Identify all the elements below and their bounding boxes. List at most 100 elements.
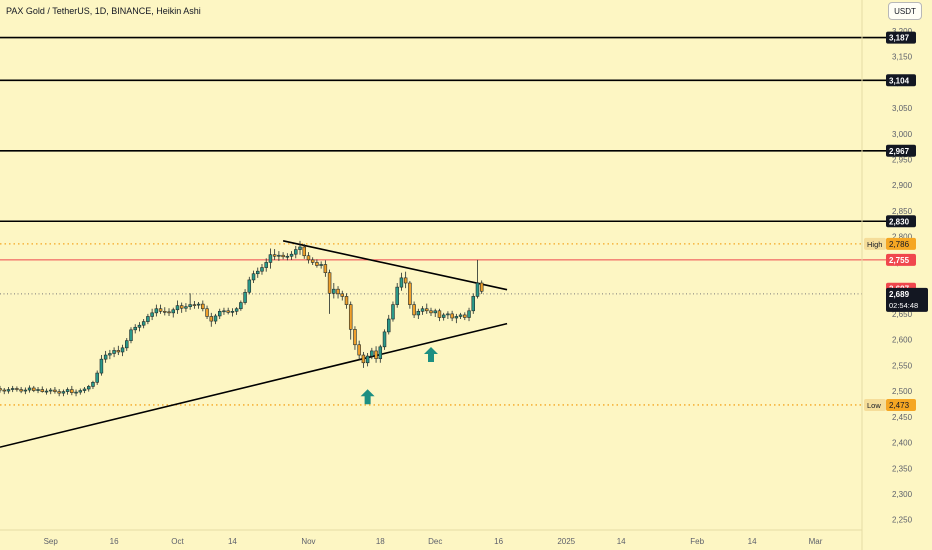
candle[interactable] [188,293,192,310]
trend-line-lower[interactable] [0,322,508,448]
candle[interactable] [315,259,319,268]
candle[interactable] [234,307,239,315]
candle[interactable] [171,307,175,318]
candle[interactable] [391,301,395,322]
candle[interactable] [416,308,421,320]
candle[interactable] [399,272,404,291]
candle[interactable] [251,270,256,284]
candle[interactable] [454,313,459,324]
candle[interactable] [264,258,268,272]
candle[interactable] [467,307,471,322]
candle[interactable] [27,385,32,393]
candle[interactable] [268,248,273,269]
trend-line-upper[interactable] [282,240,508,291]
candle[interactable] [365,352,370,367]
candle[interactable] [458,312,463,320]
candle[interactable] [74,389,78,397]
candle[interactable] [125,338,129,351]
candle[interactable] [112,347,116,358]
candle[interactable] [319,261,323,269]
candle[interactable] [382,329,387,350]
candle[interactable] [213,313,218,325]
candle[interactable] [78,388,83,395]
candle[interactable] [226,307,230,315]
candle[interactable] [158,304,163,314]
candle[interactable] [294,245,298,259]
candle[interactable] [201,300,205,312]
candle[interactable] [323,260,328,277]
candle[interactable] [99,355,104,376]
candle[interactable] [408,280,412,309]
candle[interactable] [179,302,184,313]
candle[interactable] [441,312,446,321]
candle[interactable] [433,308,437,317]
candle[interactable] [48,387,53,395]
candle[interactable] [403,271,408,289]
candle[interactable] [437,308,442,322]
candle[interactable] [15,386,19,392]
candle[interactable] [353,326,357,350]
candle[interactable] [230,308,235,317]
candle[interactable] [95,370,99,385]
candle[interactable] [306,252,311,264]
candle[interactable] [196,302,201,309]
candle[interactable] [154,304,159,317]
candle[interactable] [285,253,290,261]
candle[interactable] [361,351,366,368]
candle[interactable] [348,301,353,340]
candle[interactable] [272,249,277,260]
candle[interactable] [36,386,40,394]
candle[interactable] [425,303,429,314]
candle[interactable] [19,386,23,394]
candle[interactable] [277,251,281,261]
candle[interactable] [387,314,391,335]
candle[interactable] [86,384,91,392]
candle[interactable] [103,350,108,363]
candle[interactable] [357,340,361,361]
candle[interactable] [65,387,70,395]
candle[interactable] [82,386,87,394]
candle[interactable] [175,300,180,314]
candle[interactable] [217,308,222,320]
candle[interactable] [327,269,332,314]
candle[interactable] [479,280,484,294]
candle[interactable] [32,385,36,393]
candle[interactable] [310,257,315,265]
candle[interactable] [340,290,345,301]
candle[interactable] [10,385,15,393]
candle[interactable] [163,307,167,316]
candle[interactable] [222,307,226,315]
candle[interactable] [141,319,146,329]
candle[interactable] [23,387,28,395]
candle[interactable] [2,387,6,395]
candle[interactable] [57,389,61,397]
candle[interactable] [53,386,57,394]
candle[interactable] [471,293,475,314]
candle[interactable] [0,385,2,393]
candle[interactable] [239,300,243,311]
candle[interactable] [332,283,336,299]
candle[interactable] [150,308,154,321]
candle[interactable] [420,306,425,315]
candle[interactable] [378,344,383,363]
candle[interactable] [137,322,142,332]
candle[interactable] [256,267,260,278]
candle[interactable] [40,386,44,393]
candle[interactable] [463,312,467,321]
candle[interactable] [475,259,480,299]
candle[interactable] [450,310,454,322]
candle[interactable] [205,305,209,320]
candle[interactable] [167,308,171,316]
candle[interactable] [129,327,133,344]
candle[interactable] [446,311,450,320]
candle[interactable] [133,324,137,334]
currency-button[interactable]: USDT [888,2,922,20]
candle[interactable] [336,286,340,299]
candle[interactable] [289,251,294,260]
candle[interactable] [192,301,197,309]
candle[interactable] [260,263,264,275]
candle[interactable] [370,347,374,360]
candle[interactable] [374,346,378,363]
candle[interactable] [120,344,125,357]
